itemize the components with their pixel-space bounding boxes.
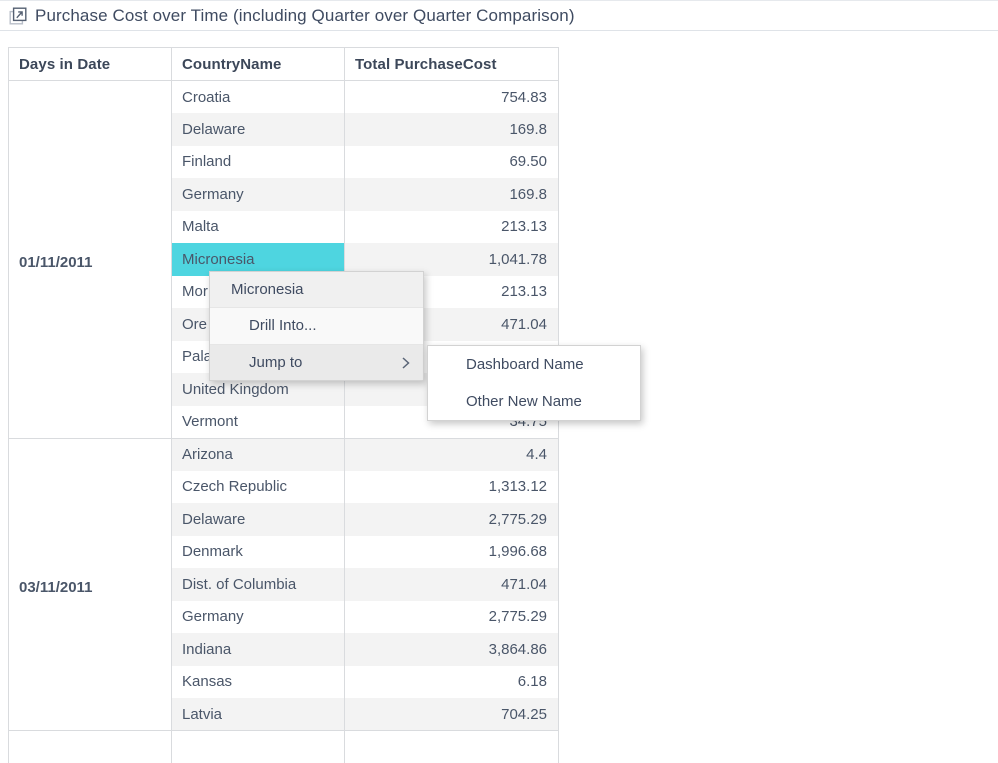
country-cell[interactable]: Finland [172,146,345,179]
date-cell[interactable]: 03/11/2011 [9,438,172,731]
country-cell[interactable]: Germany [172,178,345,211]
country-cell[interactable]: Germany [172,601,345,634]
country-cell[interactable]: Croatia [172,81,345,114]
country-cell[interactable]: Malta [172,211,345,244]
country-cell[interactable]: Indiana [172,633,345,666]
chevron-right-icon [402,357,410,369]
menu-item-drill-into[interactable]: Drill Into... [210,308,423,344]
value-cell[interactable]: 4.4 [345,438,559,471]
country-cell[interactable]: Czech Republic [172,471,345,504]
jump-to-submenu: Dashboard Name Other New Name [427,345,641,421]
country-cell[interactable]: Arizona [172,438,345,471]
widget-titlebar: Purchase Cost over Time (including Quart… [0,0,998,31]
country-cell[interactable]: Dist. of Columbia [172,568,345,601]
menu-item-jump-to[interactable]: Jump to [210,344,423,380]
header-row: Days in Date CountryName Total PurchaseC… [9,48,559,81]
country-cell[interactable]: Delaware [172,503,345,536]
value-cell[interactable]: 213.13 [345,211,559,244]
country-cell[interactable]: Kansas [172,666,345,699]
column-header-total-purchasecost[interactable]: Total PurchaseCost [345,48,559,81]
context-menu-header: Micronesia [210,272,423,308]
column-header-countryname[interactable]: CountryName [172,48,345,81]
value-cell[interactable]: 3,864.86 [345,633,559,666]
value-cell[interactable]: 1,996.68 [345,536,559,569]
date-cell[interactable]: 01/11/2011 [9,81,172,439]
value-cell[interactable]: 2,775.29 [345,601,559,634]
value-cell[interactable]: 471.04 [345,568,559,601]
value-cell[interactable]: 2,775.29 [345,503,559,536]
submenu-item-other-new-name[interactable]: Other New Name [428,383,640,420]
country-cell[interactable]: Latvia [172,698,345,731]
country-cell[interactable]: Delaware [172,113,345,146]
value-cell[interactable]: 169.8 [345,178,559,211]
value-cell[interactable]: 704.25 [345,698,559,731]
submenu-item-dashboard-name[interactable]: Dashboard Name [428,346,640,383]
value-cell[interactable]: 69.50 [345,146,559,179]
popout-icon[interactable] [9,7,27,25]
widget-title: Purchase Cost over Time (including Quart… [35,6,575,26]
value-cell[interactable]: 6.18 [345,666,559,699]
menu-item-jump-to-label: Jump to [249,354,302,371]
value-cell[interactable]: 754.83 [345,81,559,114]
table-row-partial [9,731,559,763]
value-cell[interactable]: 169.8 [345,113,559,146]
dashboard-page: Purchase Cost over Time (including Quart… [0,0,998,736]
context-menu: Micronesia Drill Into... Jump to [209,271,424,381]
column-header-days-in-date[interactable]: Days in Date [9,48,172,81]
value-cell[interactable]: 1,313.12 [345,471,559,504]
country-cell[interactable]: Denmark [172,536,345,569]
country-cell[interactable]: Vermont [172,406,345,439]
